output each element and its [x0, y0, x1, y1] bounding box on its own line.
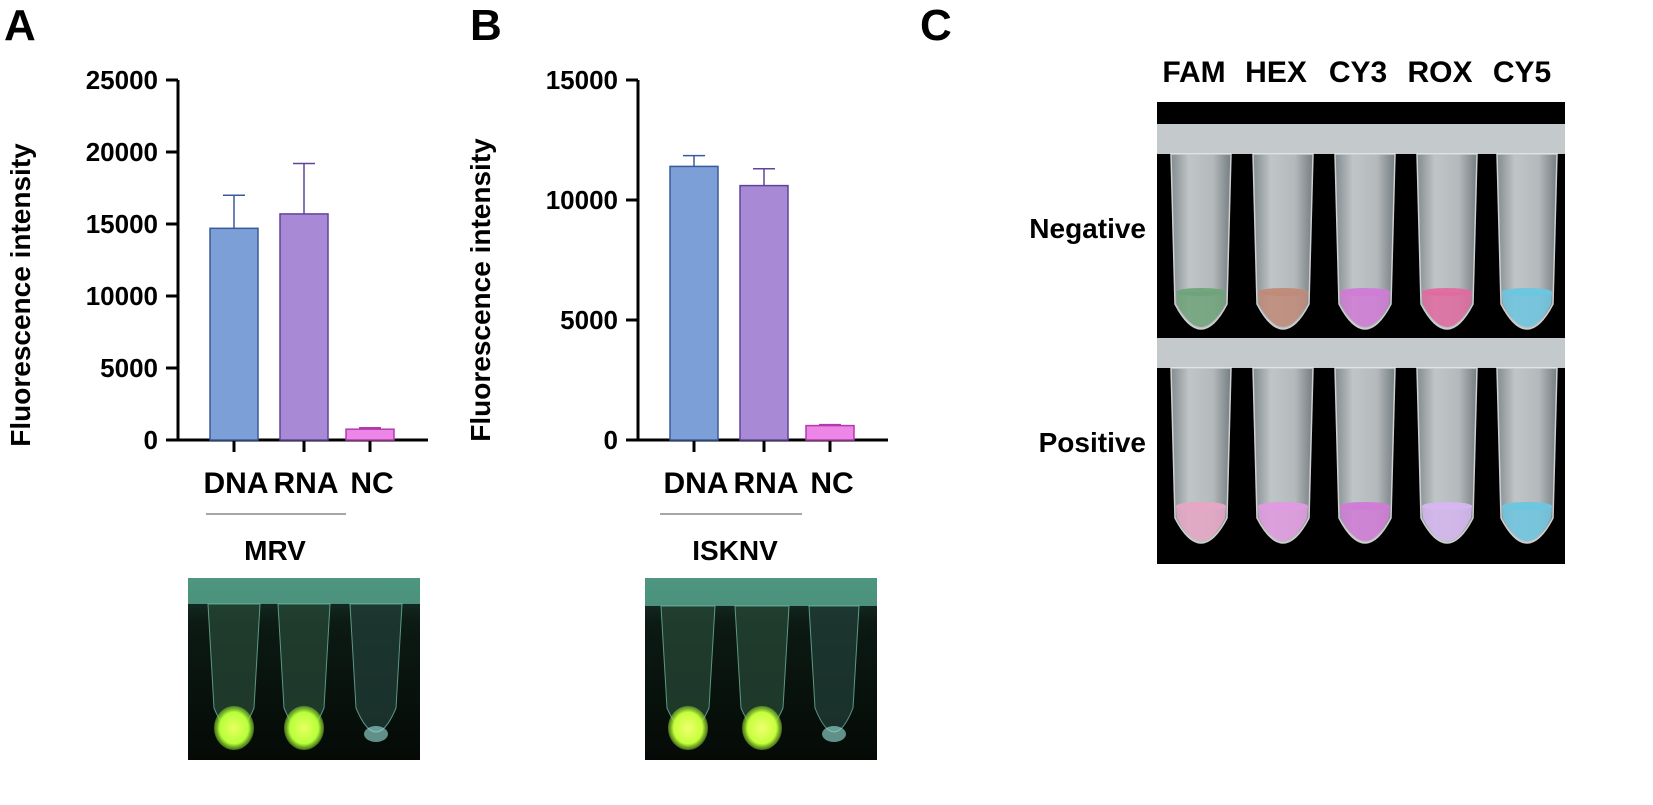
chart-a-mrv: Fluorescence intensity 0 5000 10000 15000 20…: [5, 65, 428, 566]
y-tick-label: 5000: [100, 353, 158, 383]
photo-isknv-tubes: [645, 578, 877, 760]
photo-mrv-tubes: [188, 578, 420, 760]
positive-tube-hex: [1252, 367, 1314, 544]
negative-tube-rox: [1416, 153, 1478, 330]
tube-dna: [207, 603, 261, 750]
y-tick-label: 5000: [560, 305, 618, 335]
row-label-positive: Positive: [1039, 427, 1146, 458]
y-tick-label: 10000: [86, 281, 158, 311]
x-category-label: NC: [810, 467, 853, 500]
tube-nc: [808, 605, 860, 742]
y-axis-title: Fluorescence intensity: [465, 138, 496, 442]
negative-tube-hex: [1252, 153, 1314, 330]
bar-rna: [279, 213, 329, 441]
panel-letter-b: B: [470, 1, 502, 50]
negative-tube-cy5: [1496, 153, 1558, 330]
chart-b-isknv: Fluorescence intensity 0 5000 10000 15000 DN…: [465, 65, 888, 566]
positive-tube-rox: [1416, 367, 1478, 544]
y-tick-label: 10000: [546, 185, 618, 215]
tube-rna: [734, 605, 790, 750]
bar-rna: [739, 184, 789, 441]
tube-nc: [349, 603, 403, 742]
negative-tube-cy3: [1334, 153, 1396, 330]
channel-label-cy5: CY5: [1493, 56, 1551, 89]
row-label-negative: Negative: [1029, 213, 1146, 244]
bar-nc: [805, 424, 855, 441]
positive-tube-cy5: [1496, 367, 1558, 544]
y-tick-label: 15000: [546, 65, 618, 95]
y-tick-label: 15000: [86, 209, 158, 239]
group-label: MRV: [244, 535, 306, 566]
channel-label-cy3: CY3: [1329, 56, 1387, 89]
y-tick-label: 20000: [86, 137, 158, 167]
panel-c-headers: FAM HEX CY3 ROX CY5: [1162, 56, 1551, 89]
negative-tube-fam: [1170, 153, 1232, 330]
x-category-label: DNA: [204, 467, 269, 500]
tube-rna: [277, 603, 331, 750]
y-axis-title: Fluorescence intensity: [5, 143, 36, 447]
y-tick-label: 25000: [86, 65, 158, 95]
tube-dna: [660, 605, 716, 750]
channel-label-rox: ROX: [1407, 56, 1472, 89]
channel-label-hex: HEX: [1245, 56, 1307, 89]
y-tick-label: 0: [604, 425, 618, 455]
channel-label-fam: FAM: [1162, 56, 1225, 89]
positive-tube-cy3: [1334, 367, 1396, 544]
x-category-label: DNA: [664, 467, 729, 500]
panel-letter-c: C: [920, 1, 952, 50]
bar-nc: [345, 428, 395, 441]
positive-tube-fam: [1170, 367, 1232, 544]
x-category-label: RNA: [274, 467, 339, 500]
bar-dna: [209, 227, 259, 441]
panel-letter-a: A: [4, 1, 36, 50]
panel-c-row-labels: Negative Positive: [1029, 213, 1146, 458]
bar-dna: [669, 165, 719, 441]
y-tick-label: 0: [144, 425, 158, 455]
x-category-label: RNA: [734, 467, 799, 500]
x-category-label: NC: [350, 467, 393, 500]
photo-channel-tubes: [1157, 102, 1565, 564]
group-label: ISKNV: [692, 535, 778, 566]
